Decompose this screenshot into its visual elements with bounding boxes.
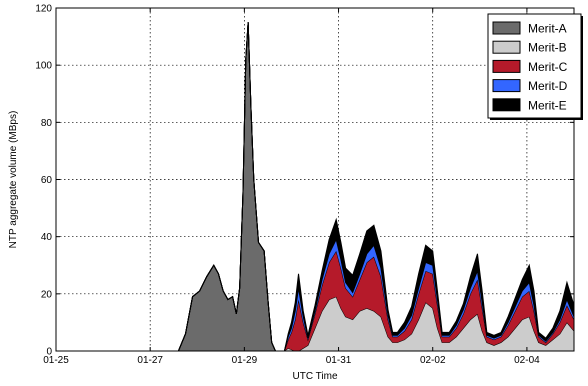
legend-swatch: [492, 79, 521, 93]
x-axis-label: UTC Time: [293, 371, 338, 382]
x-tick-label: 01-29: [232, 355, 258, 366]
x-tick-label: 01-27: [137, 355, 163, 366]
legend-swatch: [492, 21, 521, 35]
legend-swatch: [492, 98, 521, 112]
x-tick-label: 01-25: [43, 355, 69, 366]
ticks: 01-25 01-27 01-29 01-31 02-02 02-04 0 20 40 60 80 1…: [35, 4, 574, 366]
x-tick-label: 02-04: [514, 355, 540, 366]
legend-label: Merit-D: [528, 79, 568, 93]
y-tick-label: 100: [35, 61, 52, 72]
y-tick-label: 80: [41, 118, 53, 129]
x-tick-label: 02-02: [420, 355, 446, 366]
y-tick-label: 0: [46, 347, 52, 358]
y-axis-label: NTP aggregate volume (MBps): [8, 111, 19, 249]
x-tick-label: 01-31: [326, 355, 352, 366]
legend: Merit-A Merit-B Merit-C Merit-D Merit-E: [487, 13, 583, 120]
area-merit-c: [56, 22, 574, 351]
y-tick-label: 40: [41, 232, 53, 243]
y-tick-label: 60: [41, 175, 53, 186]
legend-label: Merit-A: [528, 22, 567, 36]
legend-swatch: [492, 40, 521, 54]
series-line-merit-e: [56, 22, 575, 352]
legend-label: Merit-E: [528, 98, 567, 112]
legend-swatch: [492, 59, 521, 73]
y-tick-label: 120: [35, 4, 52, 15]
legend-label: Merit-B: [528, 41, 567, 55]
y-tick-label: 20: [41, 289, 53, 300]
legend-label: Merit-C: [528, 60, 568, 74]
